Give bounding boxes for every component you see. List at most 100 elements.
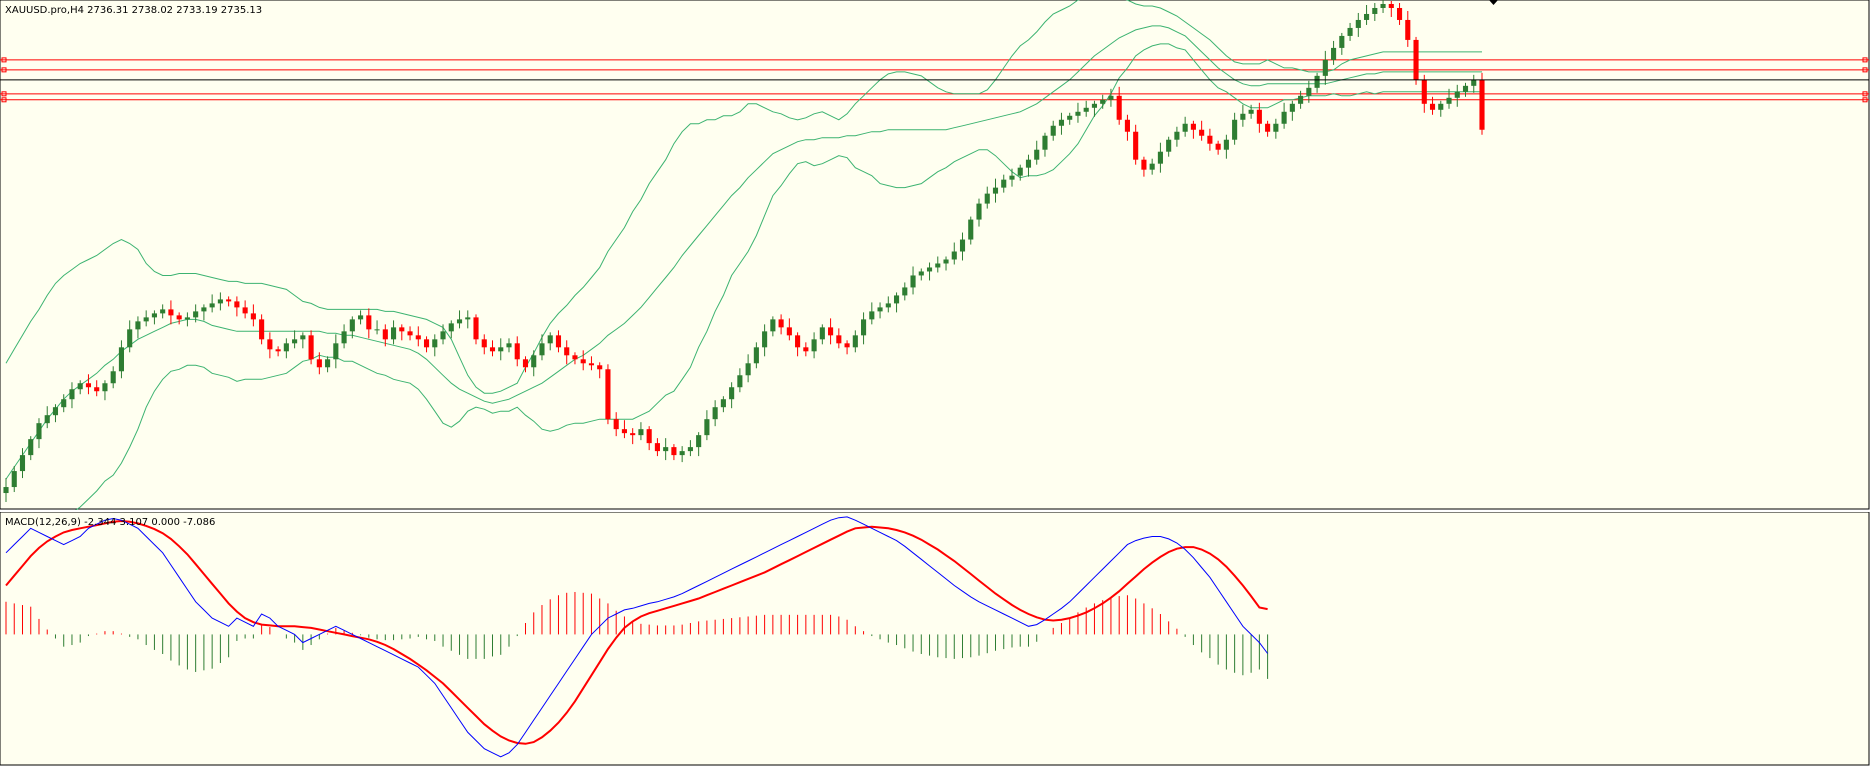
candlesticks	[3, 0, 1485, 503]
candle	[597, 362, 603, 379]
candle	[522, 356, 529, 373]
candle	[712, 400, 718, 427]
candle	[770, 316, 776, 337]
candle	[671, 444, 677, 461]
candle	[918, 268, 924, 281]
candle	[440, 324, 446, 345]
candle	[143, 310, 149, 327]
candle	[696, 432, 702, 457]
candle	[1273, 118, 1279, 139]
candle	[1306, 80, 1312, 103]
macd-panel-background	[0, 512, 1870, 766]
macd-lines	[5, 516, 1268, 758]
level-handle-left[interactable]	[1, 97, 7, 103]
candle	[1388, 0, 1394, 17]
candle	[679, 446, 685, 463]
candle	[926, 262, 933, 281]
candle	[687, 440, 693, 457]
candle	[1215, 140, 1221, 155]
candle	[390, 320, 397, 345]
candle	[531, 350, 537, 377]
candle	[1372, 2, 1378, 21]
candle	[1017, 164, 1023, 181]
candle	[795, 332, 801, 357]
candle	[1331, 40, 1337, 65]
candle	[819, 324, 825, 345]
level-handle-right[interactable]	[1862, 97, 1868, 103]
candle	[1133, 124, 1139, 165]
candle	[828, 318, 834, 345]
level-handle-right[interactable]	[1862, 91, 1868, 97]
candle	[1100, 94, 1106, 109]
candle	[1438, 100, 1444, 117]
candle	[44, 406, 50, 429]
candle	[333, 334, 339, 369]
candle	[844, 340, 850, 355]
price-panel[interactable]: XAUUSD.pro,H4 2736.31 2738.02 2733.19 27…	[0, 0, 1870, 510]
level-handle-right[interactable]	[1862, 57, 1868, 63]
candle	[448, 320, 454, 339]
panel-scroll-marker-icon[interactable]	[1489, 0, 1498, 5]
candle	[1364, 4, 1370, 25]
macd-histogram	[5, 591, 1269, 679]
candle	[580, 350, 586, 371]
horizontal-level-lines[interactable]	[0, 57, 1869, 103]
candle	[1396, 2, 1403, 25]
candle	[654, 438, 660, 457]
price-panel-background	[0, 0, 1870, 510]
level-handle-left[interactable]	[1, 67, 7, 73]
candle	[1479, 72, 1485, 135]
candle	[1240, 104, 1246, 127]
candle	[382, 324, 388, 347]
candle	[300, 332, 306, 349]
macd-panel[interactable]: MACD(12,26,9) -2.344 3.107 0.000 -7.086	[0, 512, 1870, 766]
candle	[621, 420, 627, 439]
candle	[935, 256, 941, 273]
candle	[283, 338, 289, 359]
candle	[176, 312, 182, 325]
candle	[160, 304, 166, 319]
candle	[1355, 12, 1361, 37]
candle	[481, 334, 487, 355]
candle	[1314, 72, 1320, 93]
candle	[292, 330, 298, 349]
candle	[506, 338, 512, 353]
candle	[267, 332, 273, 359]
candle	[242, 300, 248, 319]
level-handle-right[interactable]	[1862, 67, 1868, 73]
price-panel-header: XAUUSD.pro,H4 2736.31 2738.02 2733.19 27…	[5, 5, 262, 16]
candle	[910, 266, 916, 295]
candle	[959, 232, 966, 261]
candle	[704, 410, 710, 441]
candle	[3, 478, 9, 503]
candle	[1462, 82, 1469, 97]
candle	[349, 316, 355, 339]
level-handle-left[interactable]	[1, 91, 7, 97]
candle	[234, 296, 240, 317]
candle	[85, 374, 92, 395]
candle	[778, 314, 784, 335]
candle	[877, 302, 883, 319]
level-handle-left[interactable]	[1, 57, 7, 63]
candle	[1034, 140, 1040, 165]
candle	[1058, 112, 1065, 135]
band-lower	[75, 43, 1482, 510]
candle	[366, 308, 372, 339]
candle	[745, 354, 751, 383]
candle	[1199, 120, 1205, 141]
band-middle	[5, 25, 1482, 480]
candle	[1009, 168, 1015, 187]
candle	[1429, 96, 1436, 115]
candle	[1256, 102, 1262, 133]
candle	[432, 334, 438, 357]
candle	[588, 356, 595, 371]
candle	[737, 368, 743, 393]
candle	[69, 382, 75, 409]
candle	[1124, 114, 1130, 141]
candle	[1083, 100, 1089, 117]
macd-panel-header: MACD(12,26,9) -2.344 3.107 0.000 -7.086	[5, 517, 215, 528]
candle	[976, 198, 982, 227]
candle	[11, 466, 17, 493]
candle	[1174, 126, 1180, 147]
